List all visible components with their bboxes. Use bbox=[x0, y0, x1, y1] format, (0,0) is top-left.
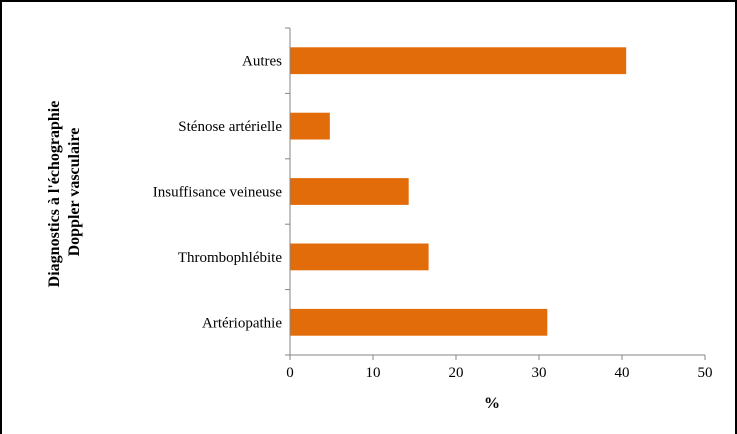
x-tick-label-2: 20 bbox=[449, 365, 464, 381]
bar-2 bbox=[290, 178, 409, 205]
bar-3 bbox=[290, 112, 330, 140]
y-axis-title-line-2: Doppler vasculaire bbox=[66, 128, 83, 257]
x-tick-label-1: 10 bbox=[366, 365, 381, 381]
category-label-0: Artériopathie bbox=[202, 315, 282, 331]
category-label-1: Thrombophlébite bbox=[178, 250, 282, 266]
x-tick-label-5: 50 bbox=[698, 365, 713, 381]
x-tick-label-3: 30 bbox=[532, 365, 547, 381]
x-axis-title: % bbox=[484, 395, 500, 412]
bar-0 bbox=[290, 308, 548, 336]
category-label-4: Autres bbox=[242, 54, 282, 70]
x-tick-label-4: 40 bbox=[615, 365, 630, 381]
bar-1 bbox=[290, 243, 429, 271]
y-axis-title: Diagnostics à l'échographie Doppler vasc… bbox=[46, 97, 83, 288]
category-label-3: Sténose artérielle bbox=[178, 119, 282, 135]
category-label-2: Insuffisance veineuse bbox=[153, 185, 283, 201]
x-tick-label-0: 0 bbox=[286, 365, 294, 381]
y-axis-title-line-1: Diagnostics à l'échographie bbox=[46, 101, 63, 288]
bar-4 bbox=[290, 47, 627, 75]
